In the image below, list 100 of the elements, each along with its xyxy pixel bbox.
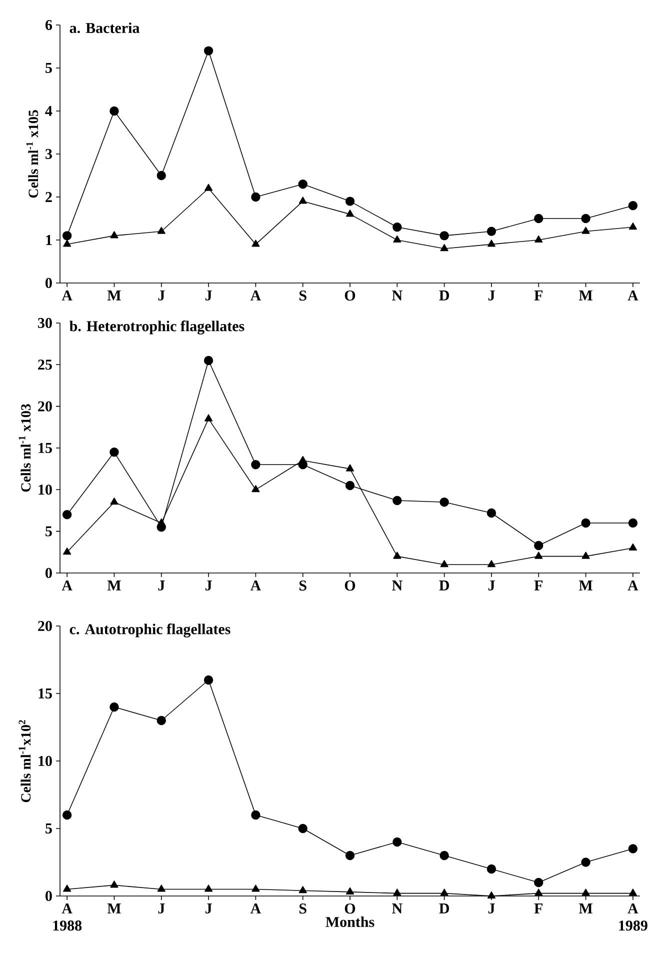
y-tick-label: 25	[38, 360, 52, 370]
point	[392, 222, 402, 232]
x-tick-label: A	[250, 290, 261, 300]
text: 1988	[53, 920, 82, 931]
point	[298, 824, 308, 834]
point	[251, 460, 260, 470]
y-tick-label: 20	[38, 620, 52, 632]
y-tick-label: 3	[46, 148, 52, 160]
x-axis-title: Months	[326, 916, 374, 928]
point	[298, 886, 307, 894]
x-tick-label: N	[392, 580, 402, 590]
point	[486, 508, 496, 518]
x-tick-label: M	[578, 290, 592, 300]
x-tick-label: O	[344, 580, 356, 591]
point	[204, 356, 214, 366]
x-tick-label: A	[62, 580, 72, 590]
chart-title: b. Heterotrophic flagellates	[70, 320, 244, 334]
y-tick-label: 2	[46, 192, 52, 202]
point	[393, 235, 402, 242]
x-tick-label: F	[534, 580, 542, 590]
point	[63, 884, 72, 892]
x-tick-label: J	[488, 904, 495, 914]
point	[63, 240, 72, 247]
chart-title: a. Bacteria	[70, 22, 140, 34]
x-tick-label: A	[628, 290, 638, 300]
point	[157, 884, 166, 892]
y-tick-label: 5	[46, 63, 52, 73]
x-tick-label: S	[299, 580, 306, 591]
point	[110, 498, 118, 505]
y-tick-label: 10	[38, 756, 52, 766]
y-axis-title: Cells ml$^{-1}$x10$^{2}$	[18, 720, 31, 802]
y-tick-label: 15	[38, 442, 52, 454]
point	[298, 179, 308, 189]
x-tick-label: A	[250, 580, 261, 590]
y-tick-label: 5	[46, 824, 52, 834]
point	[440, 560, 448, 568]
x-tick-label: D	[439, 580, 449, 590]
y-axis-title: Cells ml$^{-1}$ x103	[18, 404, 31, 492]
point	[251, 192, 260, 202]
point	[110, 231, 118, 238]
y-axis-title: Cells ml$^{-1}$ x105	[26, 110, 38, 198]
y-tick-label: 10	[38, 484, 52, 495]
point	[345, 196, 355, 206]
x-tick-label: F	[534, 290, 542, 300]
point	[393, 552, 402, 559]
point	[345, 480, 355, 490]
point	[582, 226, 590, 234]
point	[252, 485, 260, 492]
x-tick-label: J	[158, 290, 165, 300]
point	[298, 456, 307, 463]
point	[628, 844, 638, 854]
x-tick-label: A	[628, 580, 638, 590]
x-tick-label: M	[578, 580, 592, 590]
point	[110, 702, 119, 712]
point	[534, 888, 543, 896]
point	[392, 837, 402, 847]
text: 1989	[619, 920, 648, 931]
point	[440, 231, 449, 240]
point	[110, 880, 118, 888]
y-tick-label: 0	[46, 890, 52, 902]
point	[628, 543, 637, 550]
point	[345, 850, 355, 860]
point	[63, 548, 72, 555]
x-tick-label: F	[534, 904, 542, 914]
x-tick-label: N	[392, 904, 402, 914]
point	[252, 240, 260, 247]
x-tick-label: J	[205, 580, 212, 590]
x-tick-label: J	[488, 580, 495, 590]
point	[156, 170, 166, 180]
point	[346, 210, 354, 217]
x-tick-label: M	[107, 290, 121, 300]
x-tick-label: D	[439, 290, 449, 300]
x-tick-label: S	[299, 290, 306, 301]
x-tick-label: N	[392, 290, 402, 300]
x-tick-label: A	[62, 290, 72, 300]
point	[110, 448, 119, 457]
point	[582, 888, 590, 896]
point	[440, 498, 449, 507]
point	[486, 226, 496, 236]
point	[487, 240, 496, 247]
point	[110, 106, 119, 116]
x-tick-label: J	[158, 580, 165, 590]
x-tick-label: O	[344, 904, 356, 914]
y-tick-label: 20	[38, 401, 52, 412]
point	[204, 414, 213, 422]
point	[534, 235, 543, 242]
point	[62, 231, 72, 240]
point	[392, 496, 402, 506]
point	[157, 226, 166, 234]
point	[156, 716, 166, 726]
point	[440, 244, 448, 252]
point	[346, 887, 354, 894]
y-tick-label: 1	[46, 235, 52, 245]
x-tick-label: J	[205, 290, 212, 300]
x-tick-label: M	[578, 904, 592, 914]
x-tick-label: O	[344, 290, 356, 301]
point	[534, 552, 543, 559]
x-tick-label: M	[107, 904, 121, 914]
x-tick-label: J	[158, 904, 165, 914]
x-tick-label: A	[250, 904, 261, 914]
